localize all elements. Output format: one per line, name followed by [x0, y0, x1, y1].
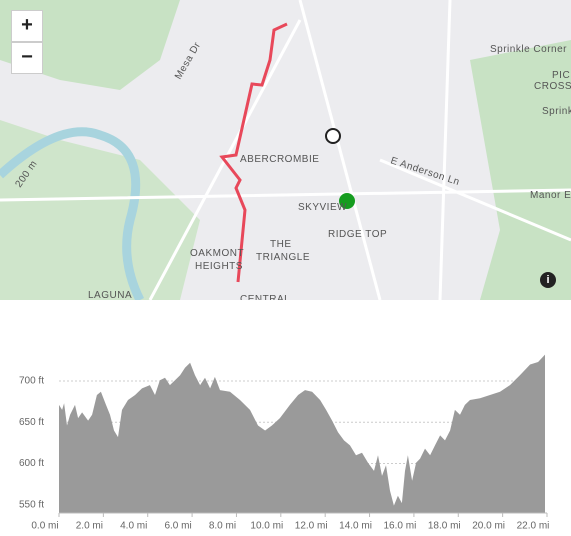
map-label: THE: [270, 239, 292, 250]
map-label: Sprinkl: [542, 106, 571, 117]
info-button[interactable]: i: [540, 272, 556, 288]
y-tick-label: 550 ft: [19, 499, 44, 510]
x-tick-label: 8.0 mi: [209, 521, 236, 532]
map-label: ABERCROMBIE: [240, 154, 319, 165]
x-tick-label: 22.0 mi: [517, 521, 550, 532]
x-tick-label: 14.0 mi: [339, 521, 372, 532]
elevation-chart: 550 ft 600 ft 650 ft 700 ft 0.0 mi 2.0 mi 4.0 …: [19, 354, 550, 532]
y-tick-label: 650 ft: [19, 417, 44, 428]
map-label: OAKMONT: [190, 248, 244, 259]
map-label: PIC: [552, 70, 570, 81]
map-label: CROSS: [534, 81, 571, 92]
map-label: HEIGHTS: [195, 261, 243, 272]
map-label: E Anderson Ln: [389, 155, 461, 188]
x-tick-label: 10.0 mi: [250, 521, 283, 532]
zoom-in-button[interactable]: +: [11, 10, 43, 42]
elevation-area: [59, 354, 545, 513]
park: [0, 0, 180, 90]
map-label: TRIANGLE: [256, 252, 310, 263]
x-tick-label: 12.0 mi: [295, 521, 328, 532]
map-label: LAGUNA: [88, 290, 132, 300]
x-tick-label: 2.0 mi: [76, 521, 103, 532]
y-tick-label: 700 ft: [19, 376, 44, 387]
map-label: Manor E: [530, 190, 571, 201]
x-tick-label: 0.0 mi: [31, 521, 58, 532]
park: [0, 120, 200, 300]
map-label: CENTRAL: [240, 294, 290, 300]
map-label: SKYVIEW: [298, 202, 347, 213]
park: [470, 40, 571, 300]
x-tick-label: 16.0 mi: [384, 521, 417, 532]
route: [219, 22, 288, 283]
start-marker: [339, 193, 355, 209]
x-tick-label: 20.0 mi: [472, 521, 505, 532]
x-tick-label: 18.0 mi: [428, 521, 461, 532]
finish-marker: [325, 128, 341, 144]
x-tick-label: 4.0 mi: [120, 521, 147, 532]
y-tick-label: 600 ft: [19, 458, 44, 469]
map-label: RIDGE TOP: [328, 229, 387, 240]
zoom-out-button[interactable]: −: [11, 42, 43, 74]
river: [0, 127, 145, 300]
map-label: Sprinkle Corner: [490, 44, 567, 55]
map-label: Mesa Dr: [173, 40, 203, 81]
x-tick-label: 6.0 mi: [164, 521, 191, 532]
